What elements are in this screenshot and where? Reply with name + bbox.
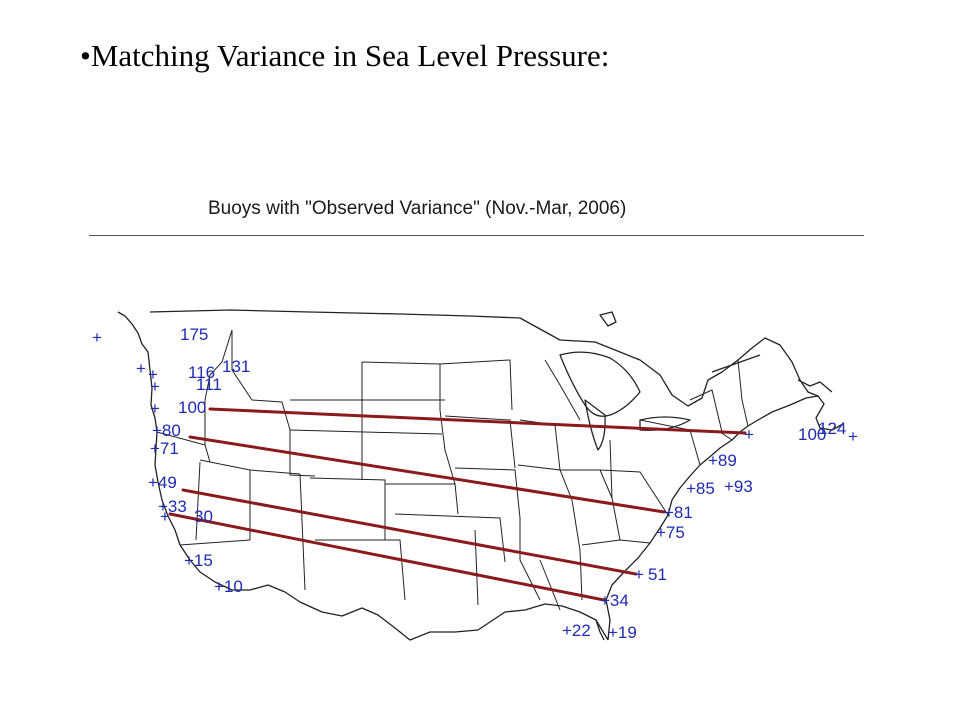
buoy-marker: +	[150, 377, 160, 396]
buoy-marker: +	[160, 507, 170, 526]
slide-title: •Matching Variance in Sea Level Pressure…	[80, 38, 610, 73]
buoy-label: 100	[798, 425, 826, 444]
matching-line	[188, 435, 666, 514]
buoy-label: +81	[664, 503, 693, 522]
figure-title: Buoys with "Observed Variance" (Nov.-Mar…	[208, 198, 627, 219]
buoy-label: 111	[196, 375, 222, 394]
lake-michigan	[584, 399, 606, 451]
matching-line	[208, 407, 747, 435]
buoy-label: +49	[148, 473, 177, 492]
buoy-label: 51	[648, 565, 667, 584]
matching-line	[181, 488, 638, 576]
buoy-label: +10	[214, 577, 243, 596]
state-boundaries	[156, 329, 749, 611]
buoy-marker: +	[848, 427, 858, 446]
newfoundland	[599, 311, 617, 327]
canada-border-north	[149, 309, 819, 407]
buoy-label: 175	[180, 325, 208, 344]
buoy-marker: +	[136, 359, 146, 378]
buoy-marker: +	[92, 328, 102, 347]
buoy-label: +34	[600, 591, 629, 610]
matching-lines	[168, 407, 747, 602]
figure-divider	[89, 235, 864, 236]
buoy-label: 116	[188, 363, 215, 382]
buoy-label: +15	[184, 551, 213, 570]
buoy-label: +89	[708, 451, 737, 470]
buoy-marker: +	[634, 565, 644, 584]
florida	[595, 619, 605, 641]
buoy-marker: +	[744, 425, 754, 444]
buoy-label: +71	[150, 439, 179, 458]
us-outline	[117, 311, 609, 641]
buoy-label: +80	[152, 421, 181, 440]
buoy-label: 131	[222, 357, 250, 376]
buoy-label: +19	[608, 623, 637, 642]
buoy-marker: +	[150, 399, 160, 418]
buoy-label: +75	[656, 523, 685, 542]
st-lawrence	[711, 354, 761, 373]
buoy-labels: + 175 + + 116 131 + 111 + 100 +80 +71 +4…	[92, 325, 858, 642]
great-lakes	[559, 351, 641, 417]
buoy-marker: +	[148, 365, 158, 384]
buoy-label: +22	[562, 621, 591, 640]
east-coast	[605, 395, 844, 641]
buoy-label: 30	[194, 507, 213, 526]
buoy-label: +93	[724, 477, 753, 496]
maritime-coast	[797, 379, 833, 393]
matching-line	[168, 512, 606, 602]
buoy-label: +85	[686, 479, 715, 498]
buoy-label: 100	[178, 398, 206, 417]
buoy-label: +33	[158, 497, 187, 516]
buoy-label: 124	[818, 419, 846, 438]
